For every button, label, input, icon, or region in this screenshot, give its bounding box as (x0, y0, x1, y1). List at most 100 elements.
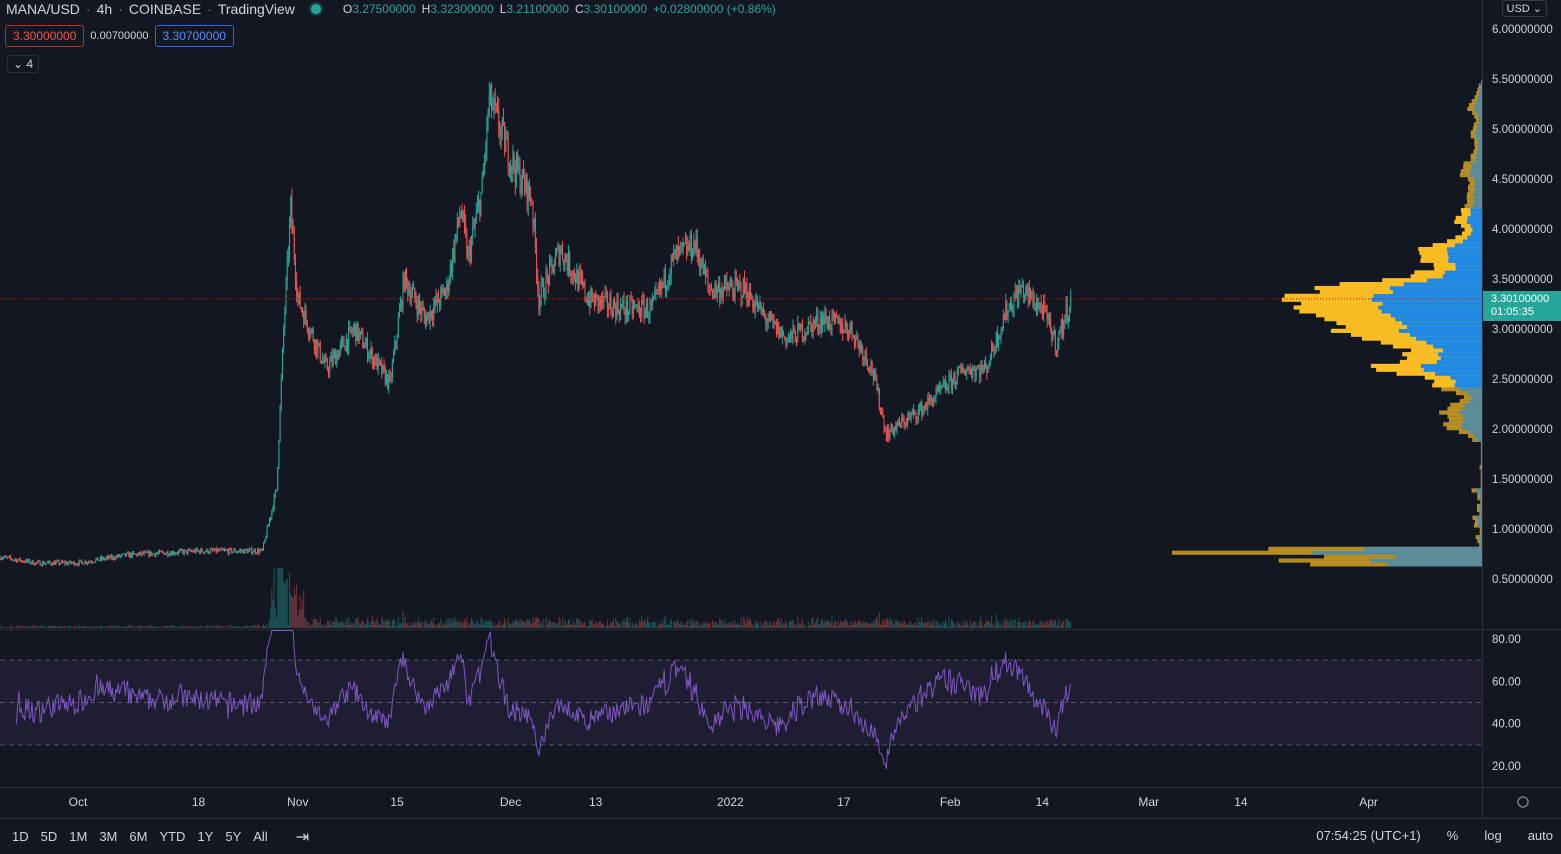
log-toggle[interactable]: log (1484, 828, 1502, 843)
volume-bar (1008, 620, 1010, 628)
volume-bar (781, 625, 783, 628)
candle (495, 105, 497, 107)
volume-bar (552, 622, 554, 628)
candle (231, 548, 233, 553)
candle (869, 370, 871, 372)
volume-bar (895, 620, 897, 628)
volume-bar (260, 627, 262, 628)
volume-bar (623, 618, 625, 628)
volume-profile-bar-alt (1481, 441, 1482, 446)
candle (591, 288, 593, 301)
volume-profile-bar-alt (1455, 262, 1482, 267)
volume-bar (70, 626, 72, 628)
volume-profile-bar-alt (1373, 293, 1482, 298)
volume-bar (142, 627, 144, 628)
candle (898, 419, 900, 424)
volume-bar (523, 621, 525, 628)
candle (631, 299, 633, 314)
candle (872, 371, 874, 379)
candle (1037, 301, 1039, 310)
volume-profile-bar-alt (1479, 538, 1482, 544)
candle (89, 561, 91, 563)
candle (315, 339, 317, 350)
candle (926, 407, 928, 410)
volume-bar (835, 621, 837, 628)
volume-bar (558, 616, 560, 628)
candle (517, 154, 519, 170)
currency-button[interactable]: USD ⌄ (1501, 0, 1547, 17)
candle (804, 333, 806, 338)
volume-profile-bar-alt (1467, 215, 1482, 221)
volume-bar (101, 625, 103, 628)
buy-button[interactable]: 3.30700000 (154, 25, 234, 47)
volume-bar (140, 625, 142, 628)
volume-bar (596, 623, 598, 628)
candle (1057, 343, 1059, 353)
volume-bar (785, 620, 787, 628)
volume-bar (424, 623, 426, 628)
auto-toggle[interactable]: auto (1527, 828, 1553, 843)
volume-bar (474, 625, 476, 628)
volume-profile-bar-alt (1479, 87, 1482, 92)
volume-bar (455, 621, 457, 628)
candle (931, 400, 933, 406)
candle (162, 551, 164, 553)
candle (77, 564, 79, 566)
candle (670, 255, 672, 275)
volume-bar (954, 622, 956, 628)
range-5d[interactable]: 5D (40, 829, 58, 844)
volume-bar (205, 626, 207, 628)
candle (283, 328, 285, 349)
range-1d[interactable]: 1D (12, 829, 29, 844)
volume-bar (595, 621, 597, 628)
candle (51, 564, 53, 566)
symbol[interactable]: MANA/USD (6, 1, 80, 17)
range-all[interactable]: All (253, 829, 268, 844)
volume-bar (369, 624, 371, 628)
volume-bar (818, 624, 820, 628)
volume-bar (661, 620, 663, 628)
indicators-toggle[interactable]: ⌄ 4 (7, 55, 40, 73)
volume-bar (1005, 617, 1007, 628)
candle (562, 247, 564, 260)
volume-bar (783, 623, 785, 628)
candle (805, 333, 807, 335)
range-5y[interactable]: 5Y (225, 829, 242, 844)
candle (476, 204, 478, 213)
clock[interactable]: 07:54:25 (UTC+1) (1316, 828, 1421, 843)
volume-bar (170, 625, 172, 628)
volume-bar (98, 627, 100, 628)
percent-toggle[interactable]: % (1446, 828, 1459, 843)
range-3m[interactable]: 3M (99, 829, 118, 844)
sell-button[interactable]: 3.30000000 (5, 25, 85, 47)
candle (341, 340, 343, 344)
volume-bar (1014, 619, 1016, 628)
volume-bar (905, 624, 907, 628)
volume-bar (367, 617, 369, 628)
interval[interactable]: 4h (96, 1, 113, 17)
volume-bar (846, 621, 848, 628)
volume-bar (530, 622, 532, 628)
candle (577, 270, 579, 290)
range-1m[interactable]: 1M (69, 829, 88, 844)
price-tick: 3.50000000 (1492, 274, 1553, 286)
volume-bar (1027, 622, 1029, 628)
goto-date-icon[interactable]: ⇥ (295, 828, 310, 846)
settings-icon[interactable] (1517, 796, 1529, 808)
candle (913, 409, 915, 413)
range-ytd[interactable]: YTD (159, 829, 186, 844)
range-6m[interactable]: 6M (129, 829, 148, 844)
range-1y[interactable]: 1Y (197, 829, 214, 844)
candle (525, 175, 527, 191)
candle (843, 331, 845, 334)
chart-canvas[interactable]: 6.000000005.500000005.000000004.50000000… (0, 0, 1561, 818)
volume-bar (998, 620, 1000, 628)
candle (680, 244, 682, 247)
candle (363, 347, 365, 349)
volume-bar (245, 626, 247, 628)
candle (812, 320, 814, 334)
volume-bar (773, 621, 775, 628)
candle (50, 562, 52, 565)
candle (385, 374, 387, 384)
candle (738, 282, 740, 285)
